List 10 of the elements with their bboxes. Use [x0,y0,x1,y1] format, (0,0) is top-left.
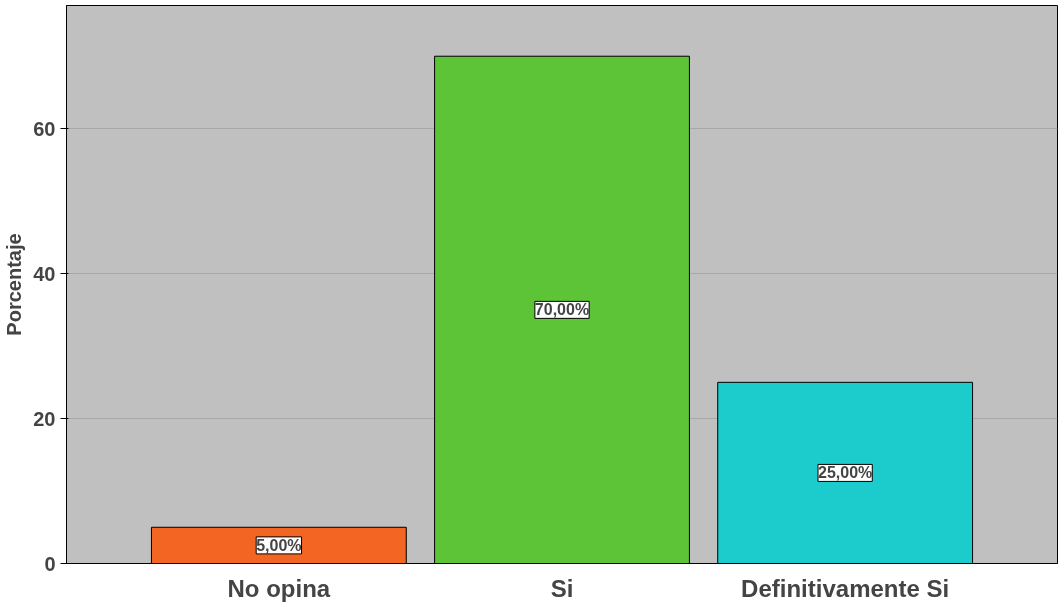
y-axis-title: Porcentaje [3,233,26,336]
y-tick-label: 20 [33,407,56,430]
x-tick-label: Si [550,574,574,602]
x-tick-label: No opina [227,574,331,602]
x-tick-label: Definitivamente Si [741,574,950,602]
data-label: 5,00% [256,536,302,554]
y-tick-label: 0 [44,552,56,575]
data-label: 70,00% [534,301,590,319]
y-tick-label: 60 [33,117,56,140]
y-tick-label: 40 [33,262,56,285]
